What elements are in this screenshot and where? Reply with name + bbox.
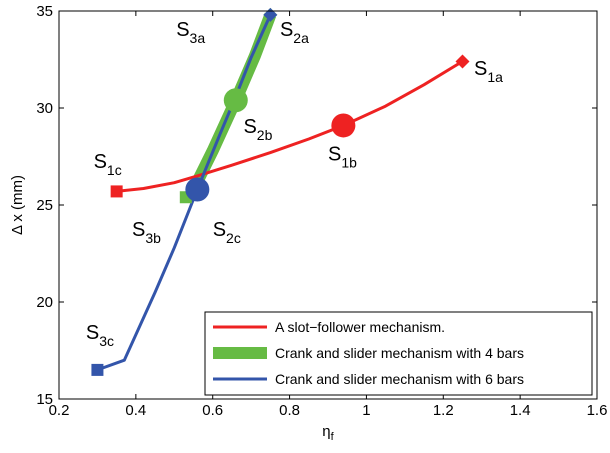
annotation-S1b: S1b (328, 143, 357, 170)
legend-label-1: Crank and slider mechanism with 4 bars (275, 345, 524, 361)
x-tick-label-7: 1.6 (587, 402, 608, 419)
series-0-marker-1 (331, 113, 356, 138)
y-tick-label-4: 35 (36, 3, 53, 20)
series-line-0 (116, 60, 464, 193)
annotation-S3b: S3b (132, 219, 161, 246)
annotation-S1a: S1a (474, 58, 503, 85)
annotations: S3a S2a S1a S2b S1b S1c S3b S2c S3c (86, 19, 503, 349)
annotation-S1c: S1c (94, 151, 122, 178)
series-0-marker-2 (110, 185, 123, 198)
y-tick-label-0: 15 (36, 391, 53, 408)
y-axis-label: Δ x (mm) (9, 175, 26, 235)
y-tick-label-2: 25 (36, 197, 53, 214)
annotation-S3a: S3a (176, 19, 205, 46)
axis-ticks: 0.2 0.4 0.6 0.8 1 1.2 1.4 1.6 15 20 25 30 35 (36, 3, 607, 419)
series-1-marker-1 (223, 88, 248, 113)
x-tick-label-3: 0.8 (279, 402, 300, 419)
legend-box (204, 311, 593, 396)
annotation-S2c: S2c (213, 219, 241, 246)
legend: A slot−follower mechanism. Crank and slid… (204, 311, 593, 396)
legend-label-2: Crank and slider mechanism with 6 bars (275, 371, 524, 387)
plot-markers (91, 7, 470, 376)
x-axis-label: ηf (322, 423, 334, 443)
x-tick-label-1: 0.4 (125, 402, 146, 419)
legend-label-0: A slot−follower mechanism. (275, 319, 445, 335)
x-tick-label-5: 1.2 (433, 402, 454, 419)
annotation-S2b: S2b (243, 116, 272, 143)
series-2-marker-1 (185, 177, 210, 202)
x-axis-label-sub: f (331, 431, 335, 443)
y-tick-label-3: 30 (36, 100, 53, 117)
annotation-S3c: S3c (86, 322, 114, 349)
series-2-marker-2 (91, 363, 104, 376)
x-tick-label-2: 0.6 (202, 402, 223, 419)
series-0-marker-0 (455, 54, 470, 69)
x-axis-label-main: η (322, 423, 330, 440)
x-tick-label-0: 0.2 (49, 402, 70, 419)
x-tick-label-6: 1.4 (510, 402, 531, 419)
annotation-S2a: S2a (280, 19, 309, 46)
y-tick-label-1: 20 (36, 294, 53, 311)
x-tick-label-4: 1 (362, 402, 370, 419)
